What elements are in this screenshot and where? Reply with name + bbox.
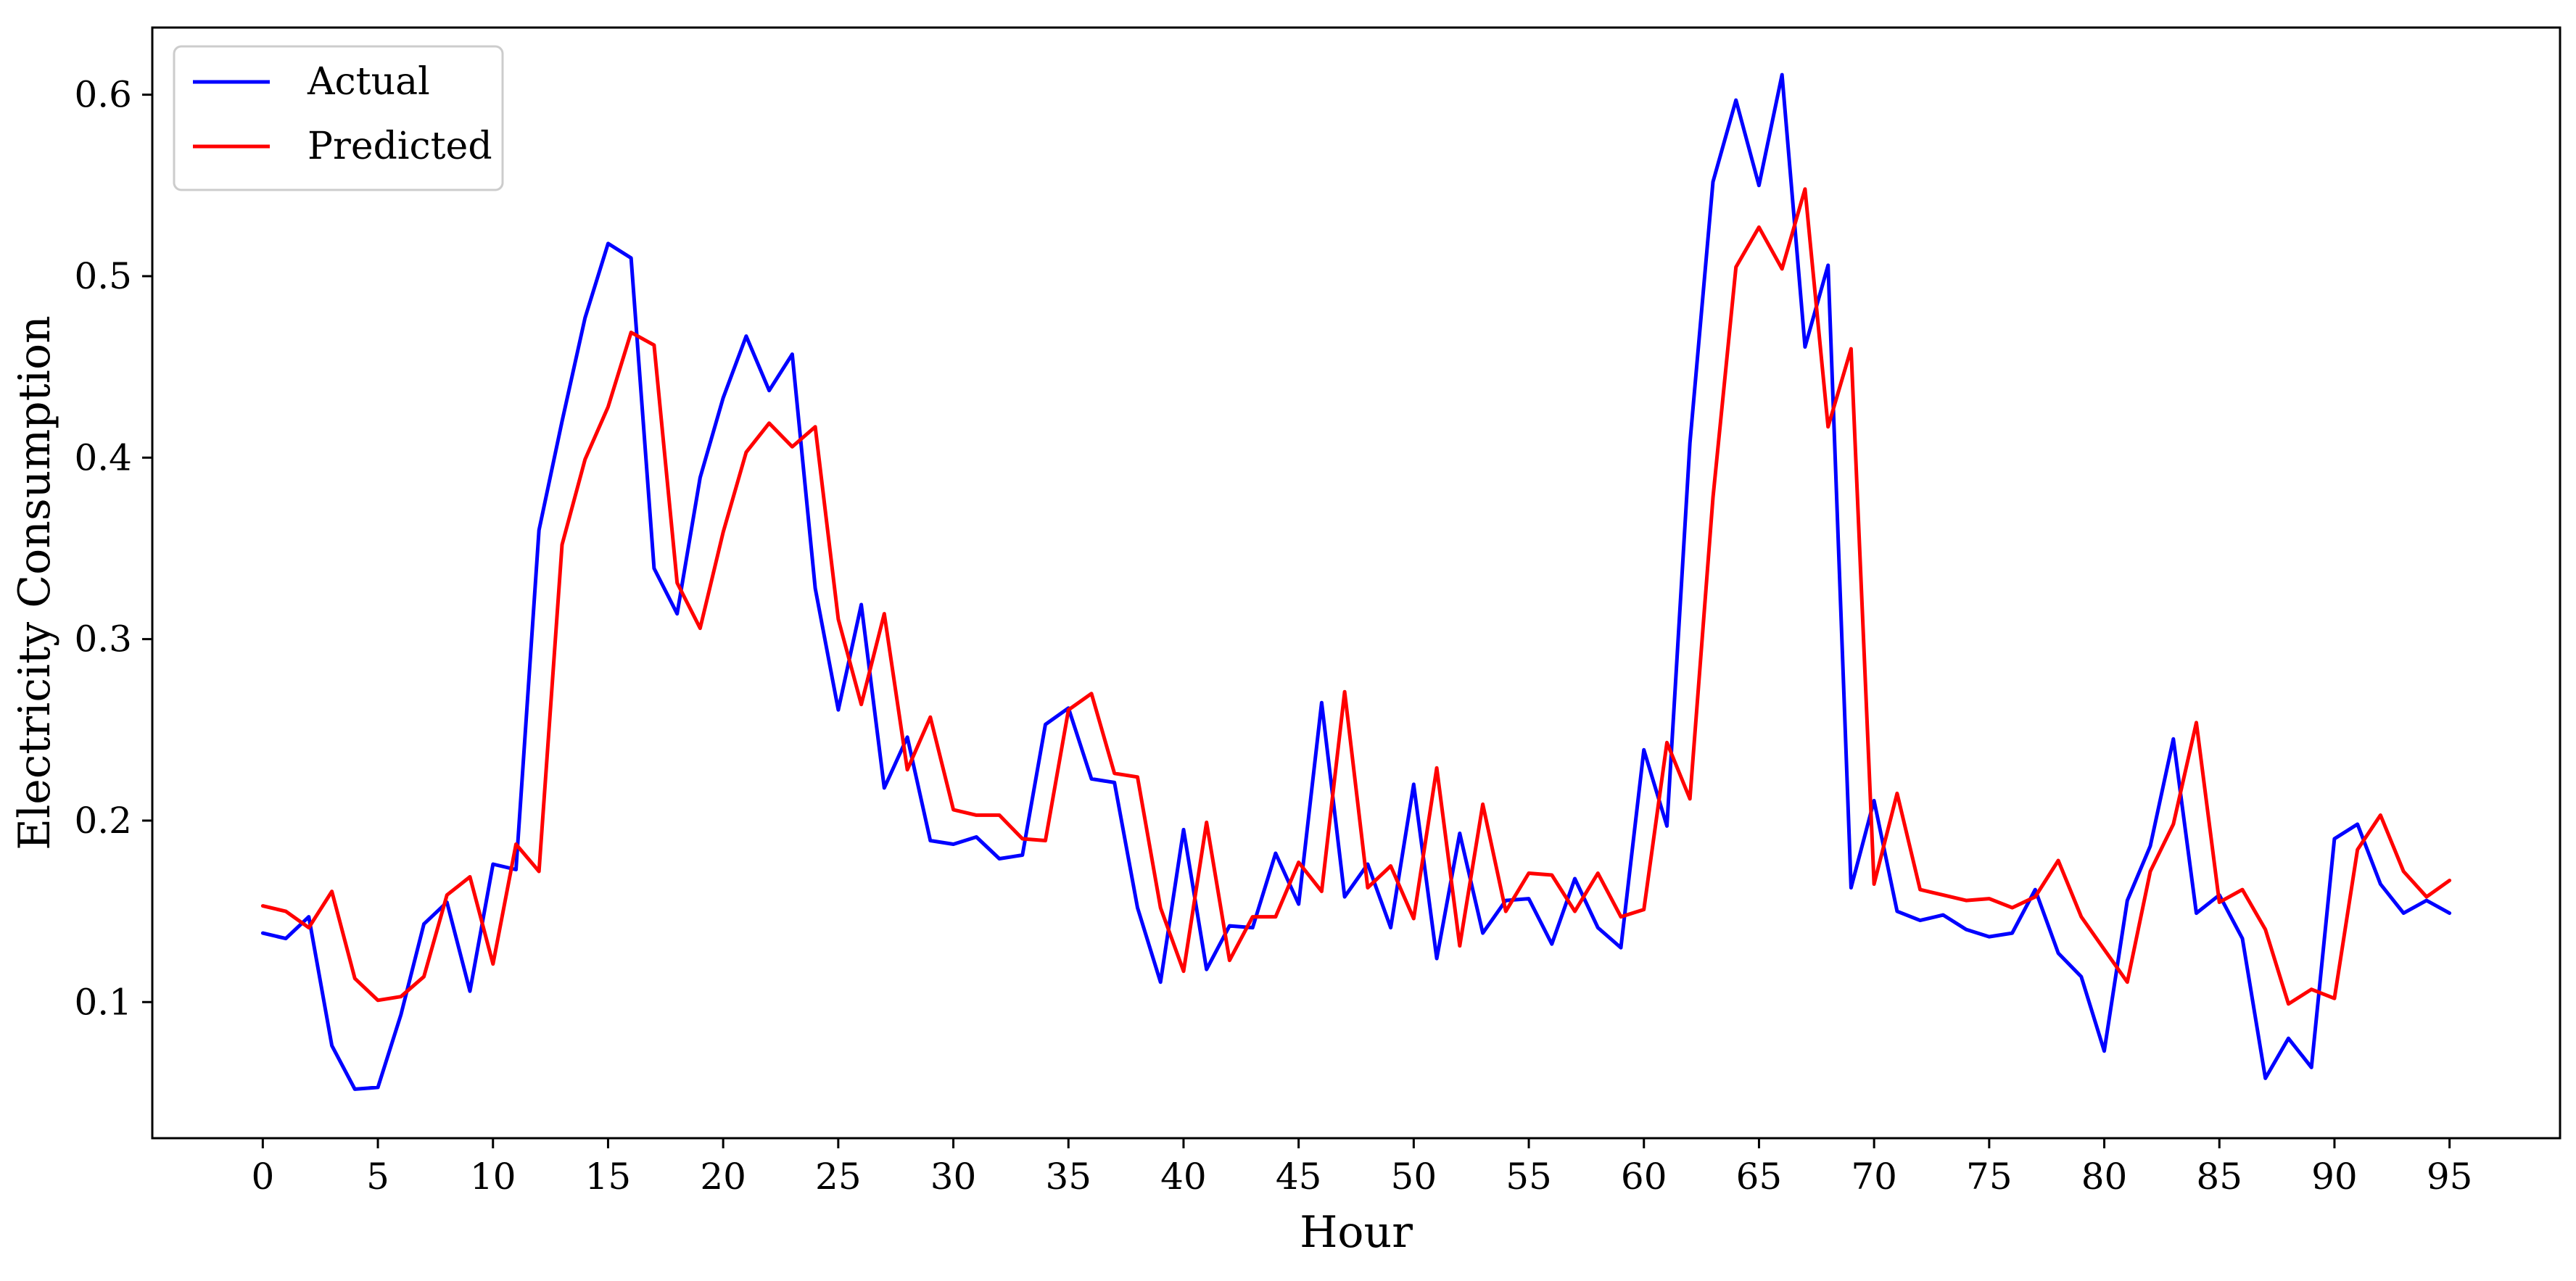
y-tick-label: 0.1	[74, 981, 132, 1023]
legend-label-actual: Actual	[307, 60, 430, 104]
y-tick-label: 0.2	[74, 800, 132, 842]
axis-layer: 0 5 10 15 20 25 30 35 40 45 50 55 60 65 70 75 80 85 90 95 0.…	[74, 74, 2472, 1198]
plot-frame	[151, 26, 2561, 1140]
x-tick-label: 50	[1391, 1156, 1437, 1198]
y-tick-label: 0.5	[74, 255, 132, 297]
y-tick-label: 0.3	[74, 618, 132, 660]
x-tick-label: 30	[930, 1156, 977, 1198]
x-axis-title: Hour	[1300, 1207, 1413, 1258]
x-tick-label: 75	[1966, 1156, 2012, 1198]
series-line-actual	[260, 72, 2452, 1091]
x-tick-label: 0	[251, 1156, 274, 1198]
x-tick-label: 5	[366, 1156, 389, 1198]
x-tick-label: 40	[1160, 1156, 1207, 1198]
x-tick-label: 25	[815, 1156, 862, 1198]
y-axis-title: Electricity Consumption	[9, 315, 60, 850]
x-tick-label: 95	[2427, 1156, 2473, 1198]
series-layer	[260, 72, 2452, 1091]
y-tick-label: 0.6	[74, 74, 132, 116]
x-tick-label: 20	[700, 1156, 746, 1198]
x-tick-label: 45	[1276, 1156, 1322, 1198]
legend-label-predicted: Predicted	[307, 125, 492, 168]
y-tick-label: 0.4	[74, 436, 132, 478]
x-tick-label: 85	[2196, 1156, 2242, 1198]
x-tick-label: 70	[1851, 1156, 1897, 1198]
series-line-predicted	[260, 187, 2452, 1006]
x-tick-label: 60	[1621, 1156, 1667, 1198]
legend: Actual Predicted	[173, 45, 504, 191]
x-tick-label: 90	[2311, 1156, 2358, 1198]
x-tick-label: 35	[1045, 1156, 1091, 1198]
x-tick-label: 15	[585, 1156, 632, 1198]
x-tick-label: 65	[1736, 1156, 1783, 1198]
x-tick-label: 80	[2081, 1156, 2128, 1198]
x-tick-label: 10	[470, 1156, 516, 1198]
x-tick-label: 55	[1506, 1156, 1552, 1198]
